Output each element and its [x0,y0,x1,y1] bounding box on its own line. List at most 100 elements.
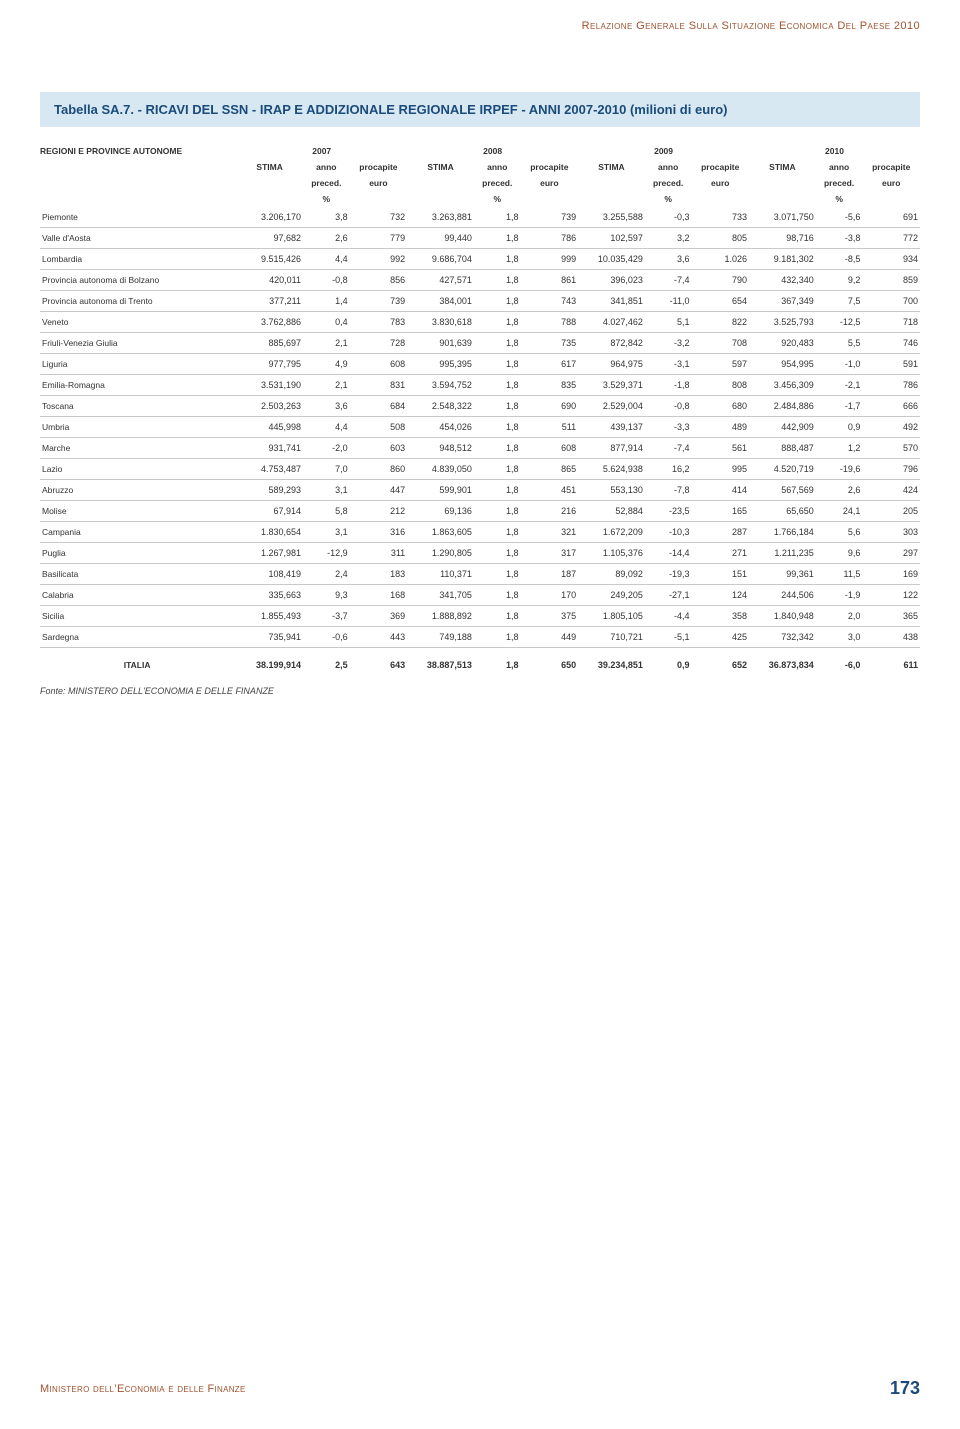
cell-value: 9,2 [816,270,863,291]
cell-value: 102,597 [578,228,645,249]
table-row: Umbria445,9984,4508454,0261,8511439,137-… [40,417,920,438]
cell-value: 492 [862,417,920,438]
cell-value: 9.515,426 [236,249,303,270]
cell-value: 954,995 [749,354,816,375]
cell-value: 67,914 [236,501,303,522]
col-subhead: % [645,191,692,207]
cell-value: 1,8 [474,312,521,333]
cell-value: 1.672,209 [578,522,645,543]
cell-value: 1,8 [474,501,521,522]
total-cell: 38.199,914 [236,648,303,677]
cell-value: 183 [350,564,408,585]
total-cell: 652 [691,648,749,677]
cell-value: 3.529,371 [578,375,645,396]
cell-value: 0,9 [816,417,863,438]
cell-value: 165 [691,501,749,522]
table-row: Campania1.830,6543,13161.863,6051,83211.… [40,522,920,543]
cell-value: 654 [691,291,749,312]
cell-value: 3.206,170 [236,207,303,228]
cell-value: 2.548,322 [407,396,474,417]
cell-value: 743 [521,291,579,312]
cell-value: 1,8 [474,627,521,648]
cell-value: 805 [691,228,749,249]
cell-value: -23,5 [645,501,692,522]
cell-value: -10,3 [645,522,692,543]
cell-value: 317 [521,543,579,564]
col-subhead: STIMA [236,159,303,175]
cell-value: 335,663 [236,585,303,606]
table-row: Basilicata108,4192,4183110,3711,818789,0… [40,564,920,585]
cell-value: -27,1 [645,585,692,606]
cell-value: 4,4 [303,249,350,270]
cell-value: 375 [521,606,579,627]
cell-value: -0,8 [303,270,350,291]
cell-value: 964,975 [578,354,645,375]
cell-value: 608 [350,354,408,375]
cell-value: 1.766,184 [749,522,816,543]
cell-value: 700 [862,291,920,312]
cell-value: 3.255,588 [578,207,645,228]
col-subhead: preced. [474,175,521,191]
cell-value: -3,3 [645,417,692,438]
col-subhead: anno [816,159,863,175]
cell-value: 271 [691,543,749,564]
cell-value: 427,571 [407,270,474,291]
row-label: Sardegna [40,627,236,648]
col-subhead [578,191,645,207]
cell-value: 1.830,654 [236,522,303,543]
cell-value: 4,4 [303,417,350,438]
cell-value: 341,851 [578,291,645,312]
cell-value: 2.484,886 [749,396,816,417]
col-subhead: procapite [521,159,579,175]
cell-value: 97,682 [236,228,303,249]
cell-value: 187 [521,564,579,585]
cell-value: 735,941 [236,627,303,648]
cell-value: 384,001 [407,291,474,312]
cell-value: -0,3 [645,207,692,228]
cell-value: -3,8 [816,228,863,249]
row-label: Toscana [40,396,236,417]
cell-value: 553,130 [578,480,645,501]
col-subhead: STIMA [749,159,816,175]
cell-value: 396,023 [578,270,645,291]
cell-value: 420,011 [236,270,303,291]
col-subhead: STIMA [578,159,645,175]
cell-value: -1,7 [816,396,863,417]
cell-value: 3.071,750 [749,207,816,228]
table-row: Marche931,741-2,0603948,5121,8608877,914… [40,438,920,459]
cell-value: 99,361 [749,564,816,585]
cell-value: 3.762,886 [236,312,303,333]
row-label: Lazio [40,459,236,480]
cell-value: 861 [521,270,579,291]
cell-value: 1.211,235 [749,543,816,564]
cell-value: -12,5 [816,312,863,333]
cell-value: 7,5 [816,291,863,312]
total-cell: 650 [521,648,579,677]
cell-value: 1.105,376 [578,543,645,564]
table-row: Sicilia1.855,493-3,73691.888,8921,83751.… [40,606,920,627]
cell-value: 934 [862,249,920,270]
row-label: Liguria [40,354,236,375]
cell-value: -1,0 [816,354,863,375]
table-row: Molise67,9145,821269,1361,821652,884-23,… [40,501,920,522]
row-label: Marche [40,438,236,459]
cell-value: 931,741 [236,438,303,459]
col-subhead [407,191,474,207]
table-row: Lazio4.753,4877,08604.839,0501,88655.624… [40,459,920,480]
row-label: Basilicata [40,564,236,585]
cell-value: 508 [350,417,408,438]
cell-value: 169 [862,564,920,585]
total-cell: 2,5 [303,648,350,677]
cell-value: 733 [691,207,749,228]
col-subhead: procapite [862,159,920,175]
total-cell: 1,8 [474,648,521,677]
cell-value: 708 [691,333,749,354]
cell-value: 1,8 [474,207,521,228]
row-label: Lombardia [40,249,236,270]
cell-value: 454,026 [407,417,474,438]
total-cell: 39.234,851 [578,648,645,677]
cell-value: 617 [521,354,579,375]
cell-value: 710,721 [578,627,645,648]
cell-value: 5.624,938 [578,459,645,480]
cell-value: 2,4 [303,564,350,585]
